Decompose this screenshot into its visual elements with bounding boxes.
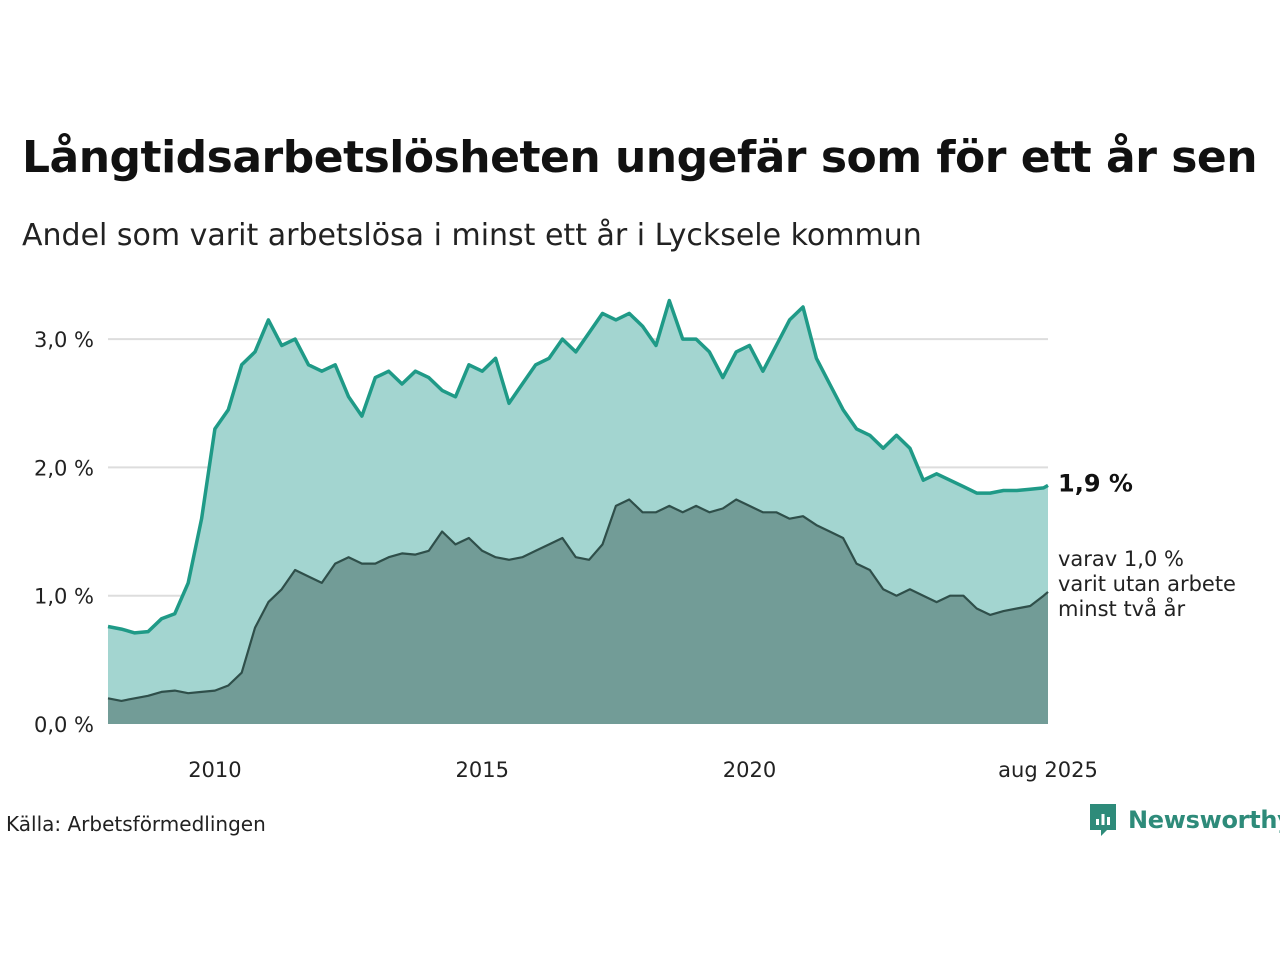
y-axis-ticks: 0,0 % 1,0 % 2,0 % 3,0 % xyxy=(34,328,94,737)
y-tick-label: 1,0 % xyxy=(34,585,94,609)
y-tick-label: 2,0 % xyxy=(34,456,94,480)
end-label-sub-line: varav 1,0 % xyxy=(1058,547,1184,571)
x-tick-label: 2020 xyxy=(723,758,776,782)
x-axis-ticks: 2010 2015 2020 aug 2025 xyxy=(188,758,1098,782)
line-minst_tva_ar xyxy=(107,498,1049,702)
newsworthy-logo: Newsworthy xyxy=(1088,802,1280,838)
x-tick-label: 2010 xyxy=(188,758,241,782)
chart-title: Långtidsarbetslösheten ungefär som för e… xyxy=(22,132,1258,183)
chart-areas xyxy=(107,298,1049,724)
y-tick-label: 3,0 % xyxy=(34,328,94,352)
end-labels: 1,9 % varav 1,0 % varit utan arbete mins… xyxy=(1058,469,1236,620)
line-minst_ett_ar xyxy=(107,298,1049,635)
end-label-main: 1,9 % xyxy=(1058,469,1133,497)
source-note: Källa: Arbetsförmedlingen xyxy=(6,812,266,836)
logo-text: Newsworthy xyxy=(1128,806,1280,834)
y-tick-label: 0,0 % xyxy=(34,713,94,737)
newsworthy-logo-icon xyxy=(1090,804,1116,836)
x-tick-label: aug 2025 xyxy=(998,758,1098,782)
end-label-sub-line: minst två år xyxy=(1058,596,1186,621)
chart-subtitle: Andel som varit arbetslösa i minst ett å… xyxy=(22,218,922,253)
end-label-sub-line: varit utan arbete xyxy=(1058,572,1236,596)
x-tick-label: 2015 xyxy=(455,758,508,782)
area-minst_tva_ar xyxy=(108,499,1048,724)
